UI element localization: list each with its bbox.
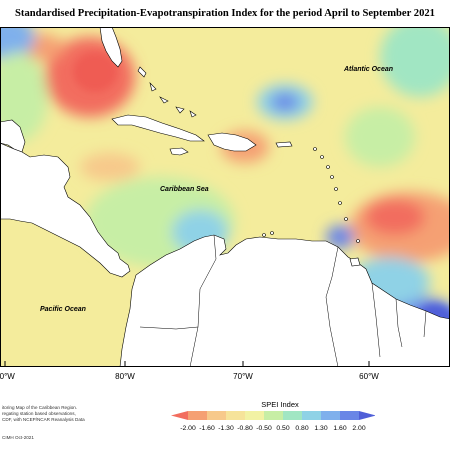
label-pacific-ocean: Pacific Ocean xyxy=(40,306,86,313)
legend-tick: 1.60 xyxy=(333,425,347,432)
label-caribbean-sea: Caribbean Sea xyxy=(160,186,209,193)
land-hispaniola xyxy=(207,132,257,152)
credit: CIMH Oct-2021 xyxy=(2,435,34,440)
country-borders xyxy=(139,234,427,367)
legend-swatch xyxy=(359,411,375,420)
longitude-label-80w: 80°W xyxy=(115,372,135,381)
footnote: itoring Map of the Caribbean Region. reg… xyxy=(2,405,112,423)
spei-wet-atlantic-core xyxy=(271,93,299,111)
spei-colorbar xyxy=(171,411,375,420)
spei-wet-northwest xyxy=(0,27,35,59)
legend-tick: -0.50 xyxy=(256,425,272,432)
legend-swatch xyxy=(171,411,188,420)
legend-swatch xyxy=(321,411,340,420)
label-atlantic-ocean: Atlantic Ocean xyxy=(343,66,393,73)
legend-swatch xyxy=(340,411,359,420)
legend-tick: 0.80 xyxy=(295,425,309,432)
spei-dry-east-core xyxy=(365,199,425,235)
spei-moist-west xyxy=(0,52,48,142)
spei-moist-atlantic xyxy=(345,107,415,167)
land-cuba xyxy=(111,114,205,142)
legend-swatch xyxy=(226,411,245,420)
spei-wet-orinoco xyxy=(326,225,354,249)
legend-swatch xyxy=(207,411,226,420)
land-jamaica xyxy=(169,147,189,156)
legend-tick: 0.50 xyxy=(276,425,290,432)
legend-tick: 1.30 xyxy=(314,425,328,432)
land-florida xyxy=(99,27,123,68)
longitude-label-70w: 70°W xyxy=(233,372,253,381)
legend-tick: -0.80 xyxy=(237,425,253,432)
legend-swatch xyxy=(188,411,207,420)
legend-tick: -1.30 xyxy=(218,425,234,432)
legend-swatch xyxy=(264,411,283,420)
spei-wet-northeast xyxy=(380,27,450,97)
footnote-line: itoring Map of the Caribbean Region. xyxy=(2,405,78,410)
longitude-label-90w: 90°W xyxy=(0,372,15,381)
longitude-label-60w: 60°W xyxy=(359,372,379,381)
legend-title: SPEI Index xyxy=(261,400,299,409)
land-layer xyxy=(0,27,450,367)
legend-swatches xyxy=(171,411,375,420)
legend-tick: -2.00 xyxy=(180,425,196,432)
footnote-line: CDF, with NCEP/NCAR Reanalysis Data xyxy=(2,417,85,422)
spei-map: Atlantic Ocean Caribbean Sea Pacific Oce… xyxy=(0,27,450,367)
footnote-line: regating station based observations, xyxy=(2,411,76,416)
longitude-ticks xyxy=(4,361,370,367)
small-islands xyxy=(137,66,360,243)
legend-tick: 2.00 xyxy=(352,425,366,432)
legend-swatch xyxy=(245,411,264,420)
legend-tick: -1.60 xyxy=(199,425,215,432)
land-central-america xyxy=(0,142,131,278)
legend-swatch xyxy=(302,411,321,420)
spei-dry-antilles xyxy=(80,153,140,181)
land-puerto-rico xyxy=(275,141,293,148)
spei-dry-bahamas-core xyxy=(73,52,117,92)
land-south-america xyxy=(119,234,450,367)
land-trinidad xyxy=(349,257,361,267)
legend-swatch xyxy=(283,411,302,420)
map-title: Standardised Precipitation-Evapotranspir… xyxy=(15,8,435,19)
